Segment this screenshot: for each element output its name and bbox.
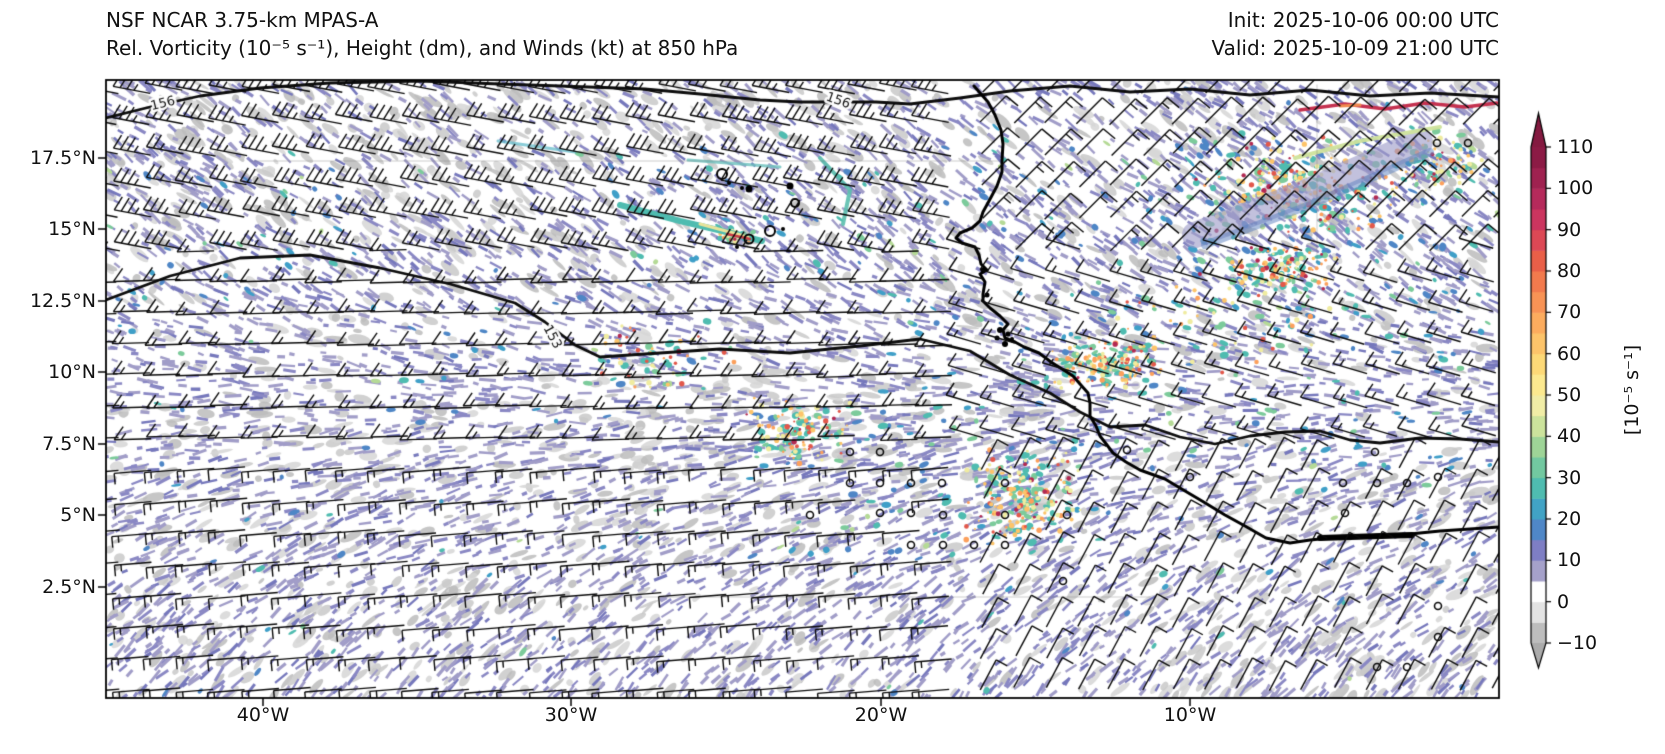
colorbar-tick-label: 110 (1557, 136, 1594, 158)
colorbar-tick-label: −10 (1557, 632, 1598, 654)
colorbar-tick-label: 10 (1557, 549, 1582, 572)
init-timestamp: Init: 2025-10-06 00:00 UTC (1227, 8, 1499, 32)
y-tick-label: 5°N (60, 504, 96, 526)
colorbar-tick-label: 40 (1557, 425, 1582, 448)
y-tick-label: 15°N (48, 218, 96, 240)
colorbar-tick-label: 20 (1557, 508, 1582, 530)
valid-timestamp: Valid: 2025-10-09 21:00 UTC (1211, 36, 1499, 60)
colorbar-tick-label: 70 (1557, 301, 1582, 324)
x-tick-label: 10°W (1163, 704, 1217, 726)
colorbar-tick-label: 100 (1557, 177, 1594, 200)
x-tick-label: 30°W (544, 704, 598, 726)
y-tick-label: 12.5°N (29, 290, 96, 312)
colorbar-tick-label: 80 (1557, 260, 1582, 282)
colorbar-tick-label: 90 (1557, 218, 1582, 241)
colorbar-tick-label: 50 (1557, 384, 1582, 406)
x-tick-label: 20°W (854, 704, 908, 726)
y-tick-label: 10°N (48, 361, 96, 383)
colorbar-tick-label: 0 (1557, 590, 1570, 613)
colorbar-tick-label: 30 (1557, 466, 1582, 489)
chart-subtitle: Rel. Vorticity (10⁻⁵ s⁻¹), Height (dm), … (106, 36, 739, 60)
colorbar-unit-label: [10⁻⁵ s⁻¹] (1621, 344, 1643, 436)
chart-title: NSF NCAR 3.75-km MPAS-A (106, 8, 379, 32)
x-tick-label: 40°W (236, 704, 290, 726)
y-tick-label: 17.5°N (29, 147, 96, 169)
y-tick-label: 7.5°N (42, 433, 96, 455)
y-tick-label: 2.5°N (42, 576, 96, 598)
colorbar-tick-label: 60 (1557, 342, 1582, 365)
